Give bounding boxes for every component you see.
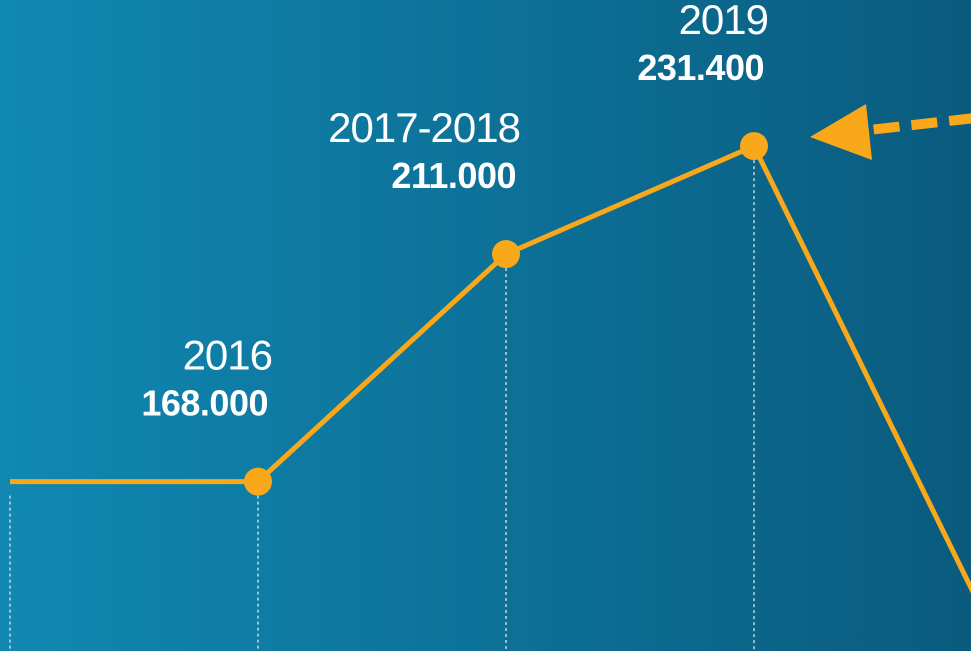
- category-label: 2017-2018: [328, 104, 520, 151]
- category-label: 2016: [183, 332, 272, 379]
- point: [492, 240, 520, 269]
- value-label: 211.000: [391, 155, 516, 196]
- value-label: 168.000: [141, 383, 268, 424]
- point: [244, 467, 272, 496]
- category-label: 2019: [679, 0, 768, 43]
- value-label: 231.400: [637, 47, 764, 88]
- point: [740, 132, 768, 161]
- arrow: [810, 104, 971, 160]
